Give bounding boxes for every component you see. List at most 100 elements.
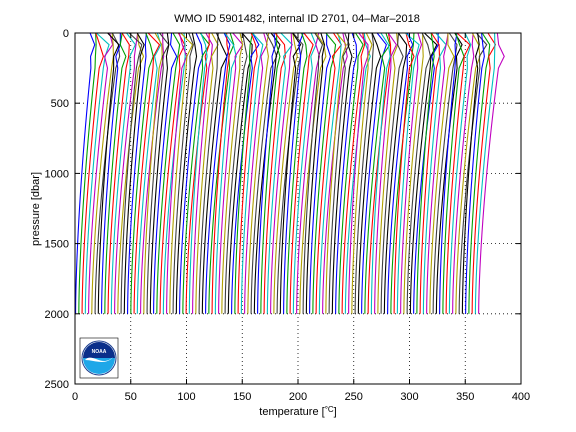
profile-line — [136, 32, 162, 314]
profile-line — [416, 32, 435, 314]
profile-line — [461, 32, 480, 314]
x-tick-label: 0 — [72, 391, 78, 403]
profile-line — [348, 32, 369, 314]
profile-line — [315, 32, 343, 314]
profile-line — [341, 32, 366, 314]
profile-line — [468, 32, 491, 314]
x-axis-label: temperature [°C] — [259, 405, 336, 418]
profile-line — [257, 32, 277, 314]
profile-line — [322, 32, 348, 314]
profile-line — [153, 32, 178, 314]
profile-line — [97, 32, 120, 314]
profile-line — [364, 32, 391, 314]
profile-line — [406, 32, 432, 314]
profile-line — [429, 32, 455, 314]
profile-line — [247, 32, 270, 314]
profile-line — [162, 32, 186, 314]
profile-line — [237, 32, 258, 314]
profile-line — [387, 32, 414, 314]
profile-line — [130, 32, 154, 314]
profile-line — [140, 32, 165, 314]
y-tick-label: 1000 — [45, 168, 69, 180]
profile-line — [292, 32, 317, 314]
profile-line — [325, 32, 347, 314]
y-tick-label: 0 — [63, 28, 69, 40]
profile-line — [344, 32, 371, 314]
profile-line — [75, 32, 96, 314]
profile-line — [234, 32, 254, 314]
profile-line — [143, 32, 163, 314]
profile-line — [302, 32, 324, 314]
profile-line — [110, 32, 136, 314]
profile-line — [296, 32, 321, 314]
x-tick-label: 250 — [345, 391, 363, 403]
profile-line — [127, 32, 147, 314]
profile-line — [166, 32, 188, 314]
y-tick-label: 2000 — [45, 309, 69, 321]
profile-line — [198, 32, 219, 314]
profile-line — [159, 32, 186, 314]
profile-line — [211, 32, 230, 314]
profile-line — [175, 32, 198, 314]
profile-line — [279, 32, 302, 314]
profile-line — [367, 32, 392, 314]
profile-line — [380, 32, 404, 314]
profile-line — [169, 32, 194, 314]
profile-line — [374, 32, 397, 314]
profile-line — [276, 32, 304, 314]
x-tick-label: 200 — [289, 391, 307, 403]
profile-line — [244, 32, 268, 314]
profile-line — [88, 32, 114, 314]
noaa-logo-text: NOAA — [92, 349, 107, 355]
profile-line — [357, 32, 382, 314]
profile-line — [335, 32, 358, 314]
profile-line — [133, 32, 161, 314]
profile-line — [283, 32, 304, 314]
profile-line — [188, 32, 208, 314]
profile-line — [361, 32, 387, 314]
profile-line — [432, 32, 458, 314]
profile-line — [286, 32, 308, 314]
profile-line — [396, 32, 420, 314]
profile-line — [84, 32, 110, 314]
profile-line — [123, 32, 145, 314]
profile-line — [471, 32, 497, 314]
profile-line — [231, 32, 260, 314]
profile-line — [474, 32, 496, 314]
profile-line — [448, 32, 472, 314]
profile-line — [182, 32, 211, 314]
profile-line — [172, 32, 194, 314]
profile-line — [201, 32, 228, 314]
profile-line — [253, 32, 281, 314]
profile-line — [263, 32, 286, 314]
profile-line — [117, 32, 145, 314]
profile-line — [318, 32, 342, 314]
profile-line — [81, 32, 104, 314]
x-tick-label: 100 — [177, 391, 195, 403]
y-tick-label: 2500 — [45, 379, 69, 391]
profile-line — [400, 32, 423, 314]
profile-line — [120, 32, 143, 314]
profile-line — [442, 32, 465, 314]
profile-line — [390, 32, 415, 314]
chart-title: WMO ID 5901482, internal ID 2701, 04–Mar… — [174, 13, 420, 25]
profile-line — [435, 32, 463, 314]
profile-line — [393, 32, 415, 314]
profile-line — [214, 32, 237, 314]
profile-line — [205, 32, 231, 314]
profile-line — [260, 32, 281, 314]
profile-line — [445, 32, 471, 314]
profile-line — [338, 32, 364, 314]
profile-line — [452, 32, 475, 314]
profile-line — [305, 32, 326, 314]
profile-line — [299, 32, 327, 314]
profile-series — [75, 32, 505, 314]
profile-line — [218, 32, 244, 314]
profile-line — [331, 32, 353, 314]
x-tick-label: 50 — [125, 391, 137, 403]
noaa-logo: NOAA — [79, 337, 119, 379]
y-tick-label: 500 — [51, 98, 69, 110]
profile-line — [185, 32, 210, 314]
x-tick-label: 300 — [400, 391, 418, 403]
